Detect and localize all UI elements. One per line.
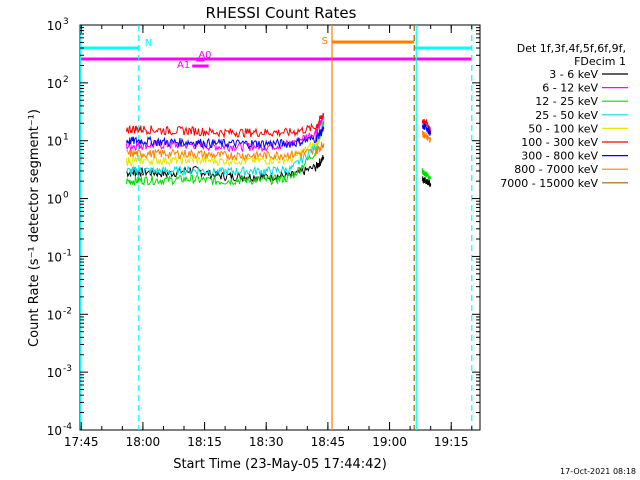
x-tick-label: 18:30 [249,435,284,449]
series-line [126,112,325,139]
legend-label: 100 - 300 keV [521,136,598,149]
series-line [126,127,325,167]
x-tick-label: 18:00 [126,435,161,449]
series-line-segment2 [421,130,432,143]
y-tick-exponent: 0 [63,191,69,201]
legend-label: 300 - 800 keV [521,150,598,163]
flag-bars: N A0 A1 S [80,36,472,71]
x-tick-label: 17:45 [64,435,99,449]
y-tick-exponent: -4 [63,422,72,432]
flag-label: S [322,36,328,47]
series-line [126,154,325,183]
y-tick-label: 10 [47,19,62,33]
y-axis-label: Count Rate (s⁻¹ detector segment⁻¹) [27,109,42,347]
series-line-segment2 [421,168,431,181]
legend: Det 1f,3f,4f,5f,6f,9f,FDecim 13 - 6 keV6… [500,42,628,190]
series-layer [126,112,432,188]
series-line [126,141,325,162]
series-line [126,123,325,177]
flag-label: A0 [198,50,211,61]
legend-label: 25 - 50 keV [535,109,598,122]
y-tick-label: 10 [47,366,62,380]
flag-label: N [145,38,152,49]
flag-label: A1 [177,60,190,71]
legend-label: 800 - 7000 keV [514,163,598,176]
y-tick-label: 10 [47,135,62,149]
y-tick-exponent: -1 [63,248,72,258]
legend-label: 50 - 100 keV [528,122,598,135]
series-line-segment2 [421,123,432,136]
y-tick-label: 10 [47,250,62,264]
legend-label: 6 - 12 keV [542,82,598,95]
y-tick-exponent: 1 [63,133,69,143]
series-line-segment2 [421,118,432,133]
legend-label: 3 - 6 keV [549,68,598,81]
legend-label: 12 - 25 keV [535,95,598,108]
vertical-markers [79,25,473,430]
plot-frame [79,24,481,431]
y-tick-label: 10 [47,77,62,91]
x-tick-label: 18:15 [187,435,222,449]
timestamp: 17-Oct-2021 08:18 [560,467,636,476]
chart-title: RHESSI Count Rates [206,4,357,22]
series-line-segment2 [421,176,432,188]
y-tick-exponent: -2 [63,306,72,316]
x-axis-label: Start Time (23-May-05 17:44:42) [173,457,387,472]
y-tick-exponent: 3 [63,17,69,27]
x-tick-label: 19:15 [434,435,469,449]
y-tick-exponent: 2 [63,75,69,85]
x-tick-label: 19:00 [372,435,407,449]
y-tick-exponent: -3 [63,364,72,374]
y-tick-label: 10 [47,193,62,207]
series-line [126,120,325,186]
y-tick-label: 10 [47,308,62,322]
x-axis: 17:45 18:00 18:15 18:30 18:45 19:00 19:15 [64,25,473,449]
legend-header: Det 1f,3f,4f,5f,6f,9f, [517,42,626,55]
x-tick-label: 18:45 [311,435,346,449]
series-line [126,126,325,150]
legend-header: FDecim 1 [574,55,626,68]
y-tick-label: 10 [47,424,62,438]
legend-label: 7000 - 15000 keV [500,177,598,190]
